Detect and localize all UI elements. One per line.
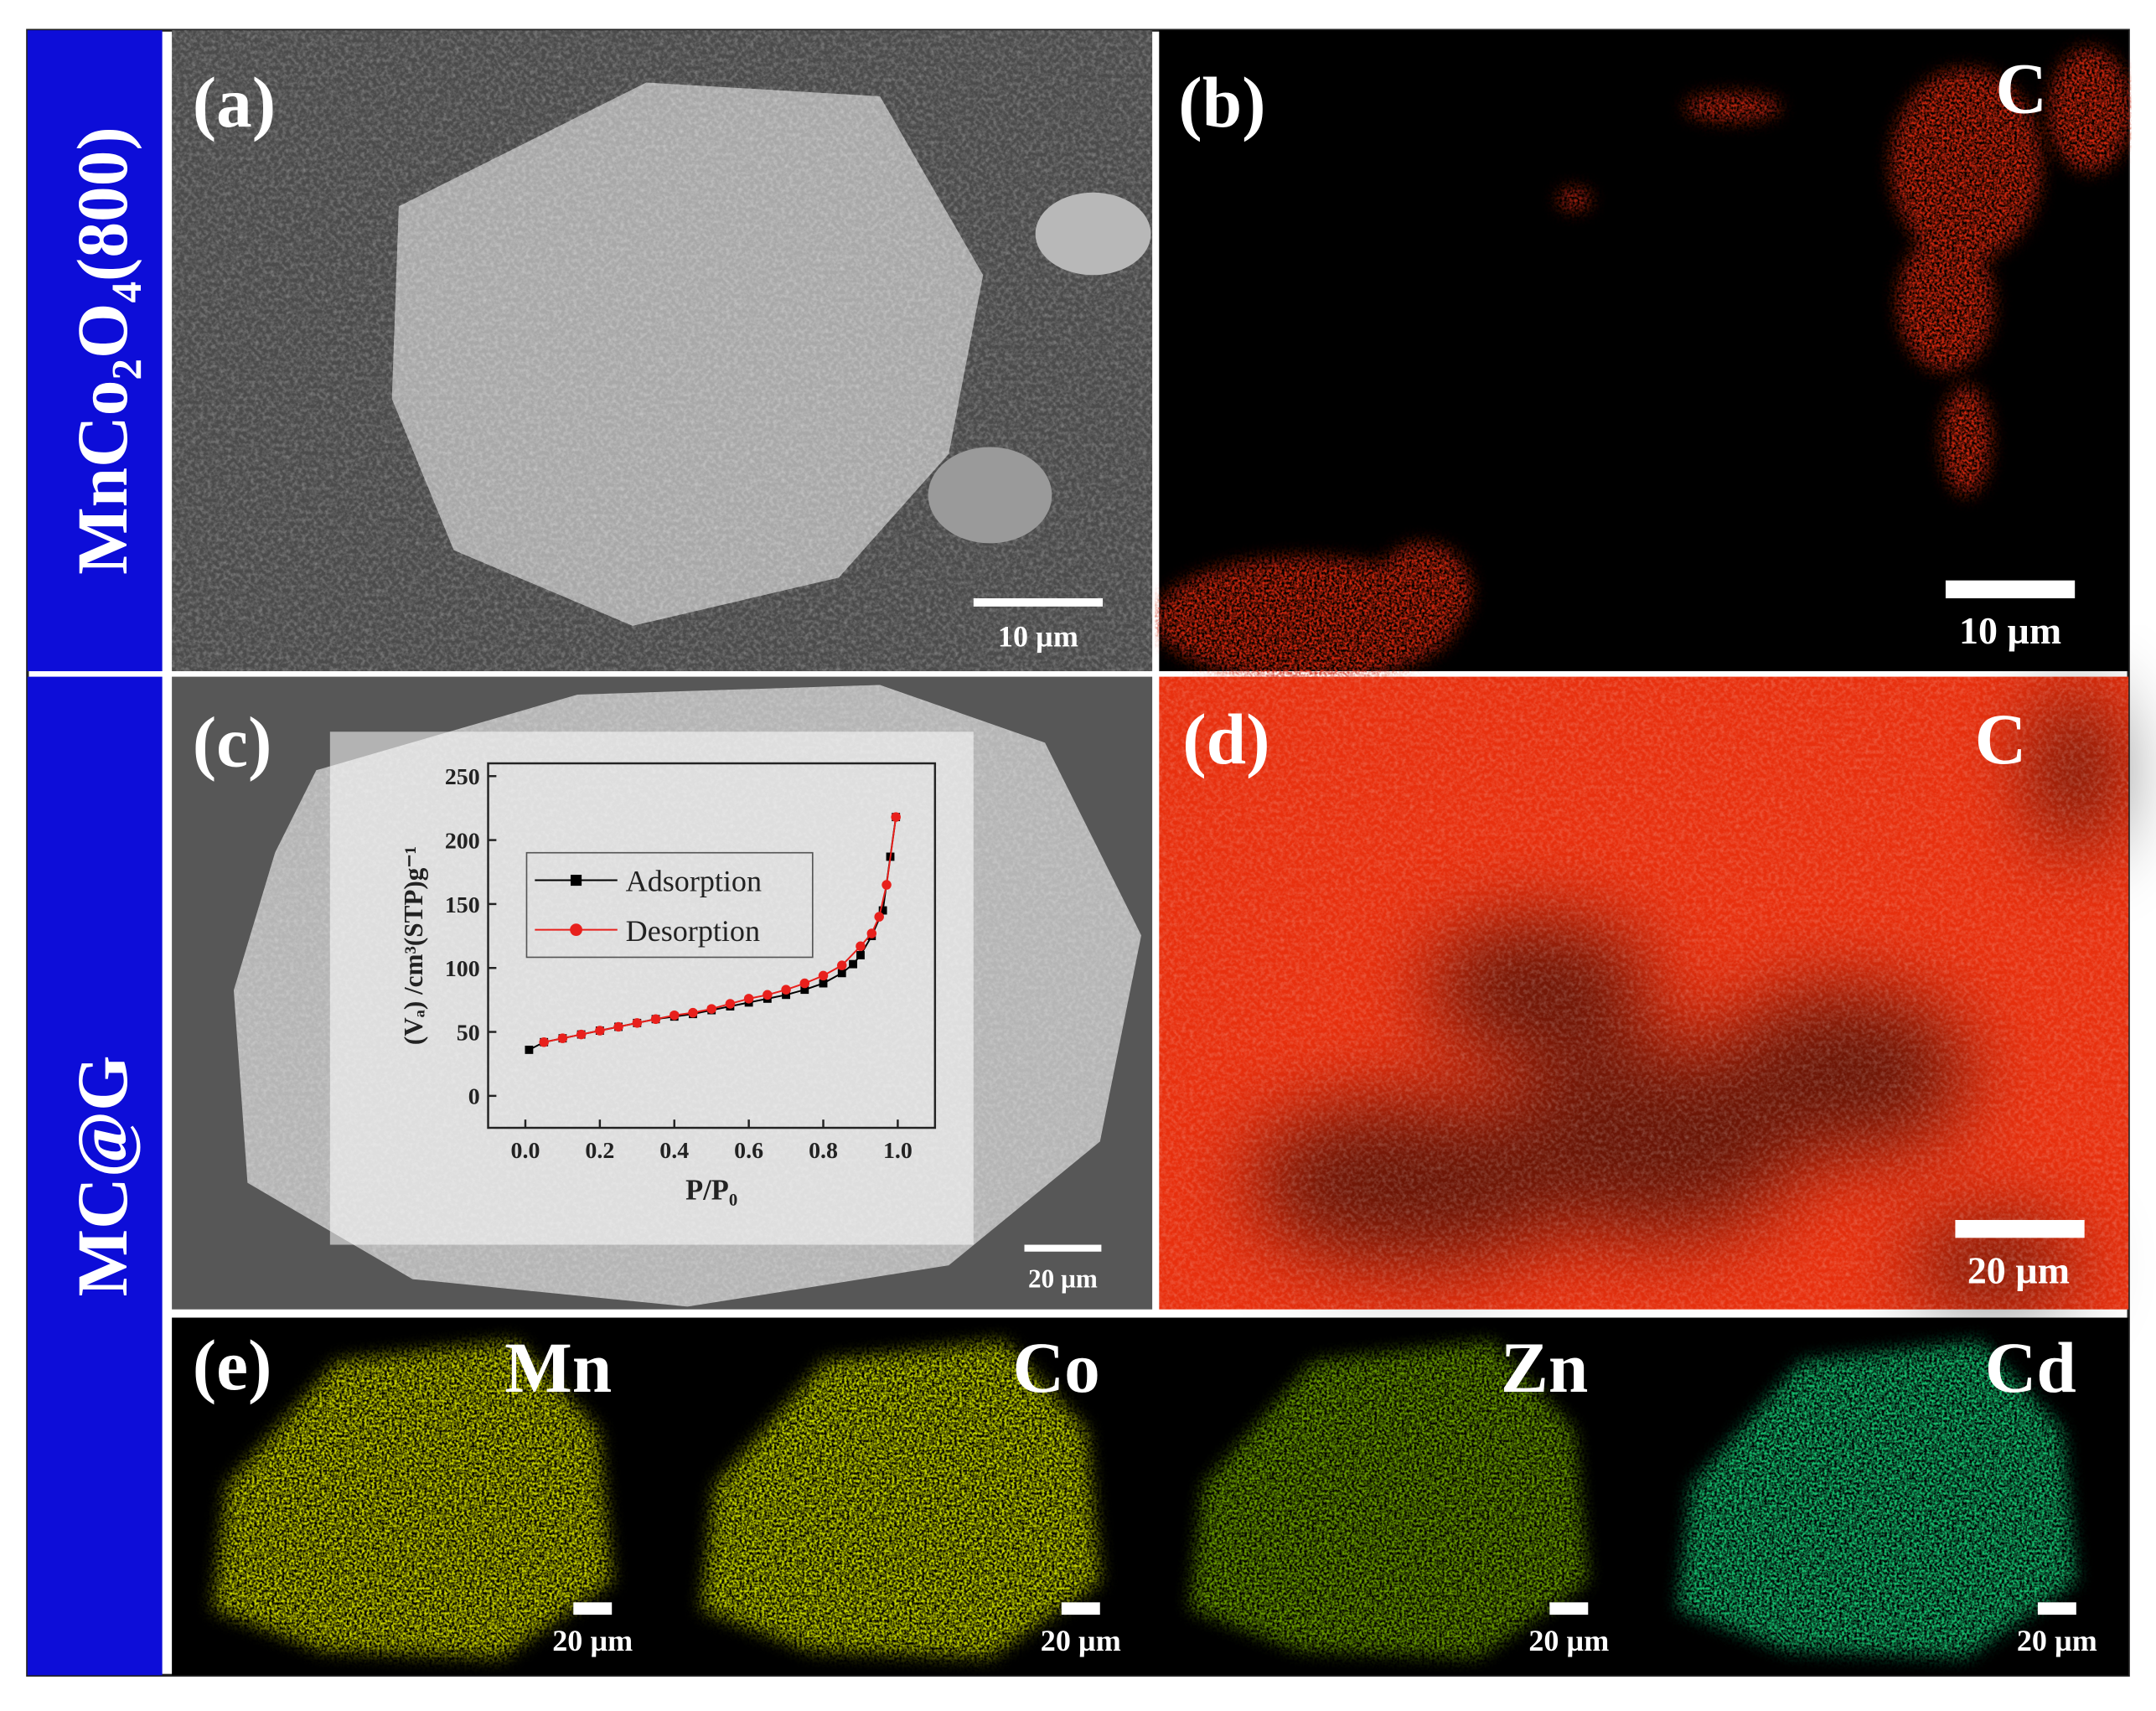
element-map	[213, 1341, 613, 1657]
data-point	[866, 928, 877, 938]
data-point	[632, 1018, 643, 1028]
plot-frame	[487, 762, 937, 1129]
scale-bar-label: 20 µm	[1041, 1624, 1121, 1657]
element-map	[1677, 1341, 2076, 1657]
data-point	[763, 990, 773, 1000]
data-point	[595, 1026, 605, 1036]
data-point	[882, 880, 892, 890]
panel-label: (b)	[1178, 64, 1265, 142]
scale-bar	[1549, 1602, 1589, 1615]
data-point	[650, 1014, 661, 1025]
panel-b: (b) C 10 µm	[1155, 30, 2132, 681]
element-label: Zn	[1501, 1329, 1588, 1408]
y-tick-label: 250	[445, 764, 480, 790]
panel-c: (c) 20 µm 0.0 0.2 0.4 0.6 0.8 1.0 0 50 100 150 200…	[172, 676, 1153, 1310]
data-point	[818, 970, 829, 981]
panel-e: (e) Mn 20 µm Co 20 µm Zn 20 µm Cd 20 µm	[172, 1317, 2129, 1676]
data-point	[878, 906, 887, 915]
series-line	[543, 816, 897, 1043]
y-tick-label: 150	[445, 892, 480, 918]
x-tick-label: 0.2	[585, 1138, 614, 1164]
data-point	[856, 941, 866, 952]
y-tick-label: 200	[445, 828, 480, 854]
data-point	[891, 812, 901, 822]
data-point	[799, 978, 810, 989]
scale-bar-label: 20 µm	[1967, 1248, 2070, 1291]
data-point	[819, 979, 828, 988]
data-point	[557, 1033, 568, 1043]
data-point	[856, 951, 865, 959]
x-axis-label: P/P₀	[685, 1174, 737, 1206]
inset-chart: 0.0 0.2 0.4 0.6 0.8 1.0 0 50 100 150 200 250 P/P₀ (Vₐ…	[399, 762, 937, 1206]
data-point	[706, 1004, 716, 1014]
data-point	[725, 999, 736, 1009]
panel-label: (d)	[1182, 700, 1269, 779]
x-tick-label: 1.0	[883, 1138, 913, 1164]
y-axis-label: (Vₐ) /cm³(STP)g⁻¹	[399, 846, 428, 1045]
sidebar-top	[27, 30, 163, 672]
data-point	[836, 960, 847, 970]
element-label: Mn	[504, 1329, 612, 1408]
panel-a: (a) 10 µm	[172, 30, 1153, 672]
panel-label: (a)	[193, 64, 276, 142]
x-tick-label: 0.6	[734, 1138, 763, 1164]
sample-label: MnCo₂O₄(800)	[64, 127, 142, 575]
sample-label: MC@G	[64, 1055, 142, 1296]
scale-bar	[573, 1602, 613, 1615]
scale-bar-label: 20 µm	[1028, 1264, 1098, 1293]
panel-label: (e)	[193, 1326, 272, 1405]
data-point	[576, 1029, 587, 1040]
data-point	[539, 1037, 549, 1047]
panel-label: (c)	[193, 703, 272, 782]
x-tick-label: 0.0	[511, 1138, 540, 1164]
map-particle	[1677, 1341, 2076, 1657]
element-label: C	[1975, 700, 2027, 779]
legend-label: Desorption	[626, 914, 760, 948]
data-point	[800, 985, 809, 995]
legend-label: Adsorption	[626, 865, 762, 898]
y-tick-label: 100	[445, 956, 480, 982]
data-point	[613, 1021, 623, 1032]
legend-marker	[570, 923, 582, 937]
element-map	[1189, 1341, 1589, 1657]
scale-bar-label: 10 µm	[998, 619, 1078, 653]
scale-bar-label: 10 µm	[1959, 609, 2061, 652]
panel-d: (d) C 20 µm	[1159, 676, 2129, 1310]
scale-bar-label: 20 µm	[552, 1624, 633, 1657]
data-point	[688, 1007, 698, 1018]
scale-bar-label: 20 µm	[1528, 1624, 1609, 1657]
data-point	[874, 912, 884, 922]
element-label: Co	[1012, 1329, 1099, 1408]
data-point	[782, 990, 790, 1000]
data-point	[781, 985, 791, 995]
x-tick-label: 0.4	[659, 1138, 689, 1164]
y-tick-label: 50	[457, 1020, 480, 1046]
element-map	[701, 1341, 1100, 1657]
sidebar-bottom	[27, 676, 163, 1676]
inset-background	[329, 731, 974, 1245]
scale-bar-label: 20 µm	[2017, 1624, 2097, 1657]
data-point	[837, 969, 846, 978]
scale-bar	[2037, 1602, 2076, 1615]
x-tick-label: 0.8	[809, 1138, 838, 1164]
map-particle	[213, 1341, 613, 1657]
data-point	[525, 1045, 534, 1054]
map-particle	[701, 1341, 1100, 1657]
element-label: C	[1995, 50, 2047, 129]
data-point	[670, 1010, 680, 1021]
scale-bar	[1061, 1602, 1100, 1615]
data-point	[743, 994, 754, 1004]
map-particle	[1189, 1341, 1589, 1657]
y-tick-label: 0	[468, 1084, 480, 1110]
data-point	[849, 959, 857, 969]
element-label: Cd	[1985, 1329, 2076, 1408]
legend-box	[525, 851, 814, 959]
legend-marker	[570, 874, 582, 887]
